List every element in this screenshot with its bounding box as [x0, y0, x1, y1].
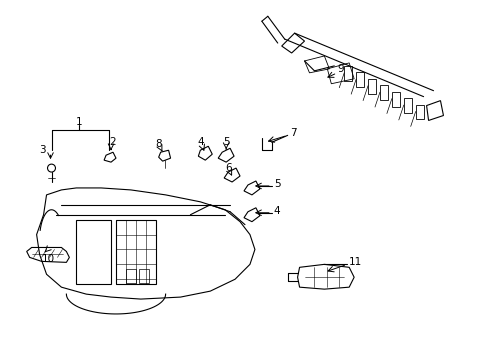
Text: 9: 9 [337, 64, 343, 74]
Text: 11: 11 [348, 257, 362, 267]
Text: 5: 5 [223, 137, 229, 147]
Text: 8: 8 [155, 139, 162, 149]
Text: 4: 4 [273, 206, 280, 216]
Text: 5: 5 [273, 179, 280, 189]
Text: 3: 3 [40, 145, 46, 155]
Text: 2: 2 [109, 137, 116, 147]
Text: 10: 10 [41, 255, 55, 264]
Text: 6: 6 [224, 163, 231, 173]
Text: 4: 4 [197, 137, 203, 147]
Text: 1: 1 [76, 117, 82, 127]
Text: 7: 7 [289, 129, 296, 138]
